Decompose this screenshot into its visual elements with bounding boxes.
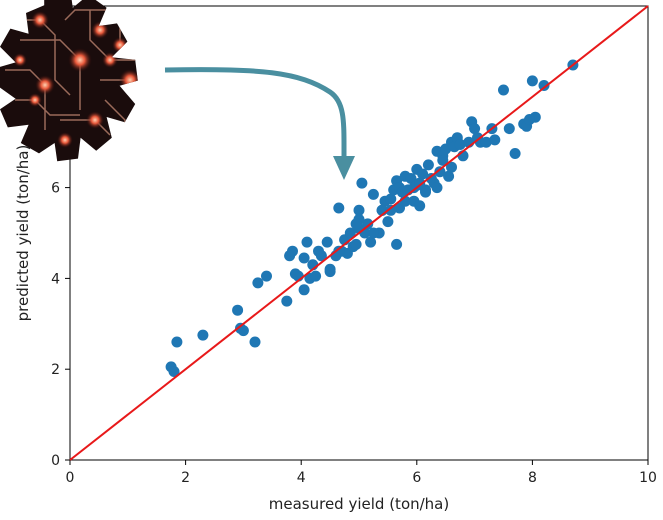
- data-point: [385, 193, 397, 205]
- data-point: [469, 123, 481, 135]
- data-point: [232, 304, 244, 316]
- data-point: [367, 188, 379, 200]
- data-point: [301, 236, 313, 248]
- data-point: [362, 218, 374, 230]
- data-point: [249, 336, 261, 348]
- y-axis-label: predicted yield (ton/ha): [14, 145, 32, 322]
- x-axis-ticks: 0 2 4 6 8 10: [66, 460, 657, 486]
- data-point: [298, 284, 310, 296]
- data-point: [417, 168, 429, 180]
- y-tick-label: 4: [51, 271, 60, 287]
- data-point: [168, 366, 180, 377]
- data-point: [356, 177, 368, 189]
- x-tick-label: 6: [412, 470, 421, 486]
- data-point: [422, 159, 434, 171]
- data-point: [385, 204, 397, 216]
- data-point: [350, 238, 362, 250]
- y-tick-label: 2: [51, 362, 60, 378]
- arrowhead-icon: [333, 156, 355, 180]
- x-tick-label: 10: [639, 470, 657, 486]
- data-point: [315, 250, 327, 262]
- data-point: [252, 277, 264, 289]
- data-point: [524, 114, 535, 125]
- data-point: [324, 263, 336, 275]
- curved-arrow: [164, 67, 347, 159]
- data-point: [197, 329, 209, 341]
- x-tick-label: 2: [181, 470, 190, 486]
- data-point: [344, 227, 356, 239]
- data-point: [446, 161, 457, 173]
- x-tick-label: 8: [528, 470, 537, 486]
- data-point: [414, 200, 426, 212]
- data-point: [350, 218, 362, 230]
- data-point: [420, 186, 431, 198]
- data-point: [333, 245, 345, 257]
- data-point: [321, 236, 333, 248]
- data-point: [431, 182, 443, 194]
- data-point: [489, 134, 501, 146]
- data-point: [437, 154, 449, 166]
- y-tick-label: 6: [51, 181, 60, 197]
- data-point: [237, 325, 249, 337]
- data-point: [434, 166, 446, 178]
- data-point: [171, 336, 183, 348]
- data-point: [454, 139, 466, 150]
- y-tick-label: 0: [51, 453, 60, 469]
- data-point: [526, 75, 538, 87]
- y-axis-ticks: 0 2 4 6: [51, 181, 70, 469]
- data-point: [310, 270, 322, 282]
- identity-line: [69, 5, 649, 461]
- data-point: [367, 227, 379, 239]
- data-point: [391, 238, 403, 250]
- data-point: [287, 245, 298, 257]
- data-point: [365, 236, 377, 248]
- x-tick-label: 0: [66, 470, 75, 486]
- data-point: [289, 268, 301, 280]
- data-point: [333, 202, 345, 214]
- data-point: [509, 148, 521, 159]
- x-tick-label: 4: [297, 470, 306, 486]
- data-point: [480, 136, 492, 148]
- data-point: [382, 216, 394, 228]
- data-point: [503, 123, 515, 135]
- data-point: [498, 84, 509, 96]
- x-axis-label: measured yield (ton/ha): [269, 495, 449, 513]
- data-point: [261, 270, 272, 282]
- data-point: [281, 295, 293, 307]
- data-point: [443, 170, 455, 182]
- data-point: [538, 80, 550, 91]
- data-point: [298, 252, 310, 264]
- data-point: [353, 204, 365, 216]
